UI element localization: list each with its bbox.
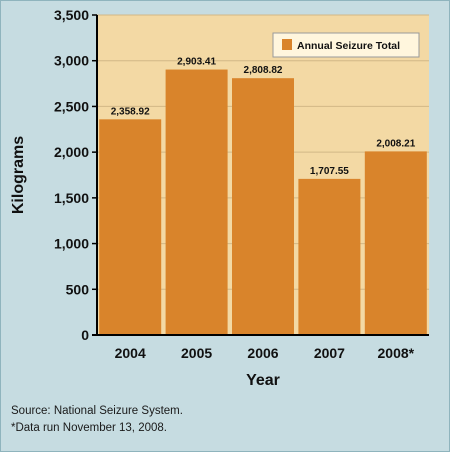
bar xyxy=(99,119,162,335)
bar xyxy=(364,151,427,335)
source-line: Source: National Seizure System. xyxy=(11,405,183,417)
y-tick-label: 3,500 xyxy=(54,7,89,23)
y-tick-label: 2,000 xyxy=(54,144,89,160)
legend-swatch xyxy=(282,39,292,50)
bar-value-label: 2,008.21 xyxy=(376,138,415,149)
bar-value-label: 2,358.92 xyxy=(111,106,150,117)
x-tick-label: 2008* xyxy=(378,345,415,361)
y-tick-label: 0 xyxy=(81,327,89,343)
y-tick-label: 3,000 xyxy=(54,53,89,69)
bar xyxy=(232,78,294,335)
bar xyxy=(165,69,228,335)
bar-value-label: 2,903.41 xyxy=(177,57,216,68)
x-axis-label: Year xyxy=(246,372,280,389)
bar-chart: 2,358.92 2,903.41 2,808.82 1,707.55 2,008.21… xyxy=(10,7,429,389)
y-tick-label: 1,000 xyxy=(54,236,89,252)
y-tick-label: 500 xyxy=(66,281,90,297)
y-axis-label: Kilograms xyxy=(10,136,27,214)
data-run-note: *Data run November 13, 2008. xyxy=(11,422,167,434)
bars: 2,358.92 2,903.41 2,808.82 1,707.55 2,008.21 xyxy=(99,57,427,335)
y-axis-ticks: 0 500 1,000 1,500 2,000 2,500 3,000 3,500 xyxy=(54,7,97,343)
bar-value-label: 2,808.82 xyxy=(244,65,283,76)
legend: Annual Seizure Total xyxy=(272,32,420,58)
x-tick-label: 2007 xyxy=(314,345,345,361)
y-tick-label: 1,500 xyxy=(54,190,89,206)
source-note: Source: National Seizure System. *Data r… xyxy=(11,403,183,437)
x-axis-ticks: 2004 2005 2006 2007 2008* xyxy=(115,345,415,361)
x-tick-label: 2005 xyxy=(181,345,212,361)
bar-value-label: 1,707.55 xyxy=(310,166,349,177)
x-tick-label: 2006 xyxy=(247,345,278,361)
y-tick-label: 2,500 xyxy=(54,98,89,114)
bar xyxy=(298,178,361,335)
legend-label: Annual Seizure Total xyxy=(297,40,400,52)
legend-box xyxy=(272,32,420,58)
x-tick-label: 2004 xyxy=(115,345,146,361)
